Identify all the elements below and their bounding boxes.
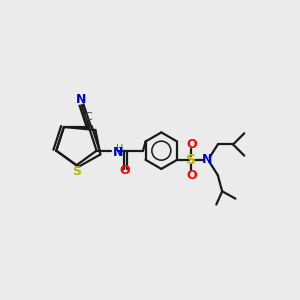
Text: O: O — [120, 164, 130, 177]
Text: H: H — [116, 144, 124, 154]
Text: S: S — [186, 153, 196, 167]
Text: S: S — [73, 165, 82, 178]
Text: N: N — [201, 153, 212, 166]
Text: C: C — [84, 112, 92, 122]
Text: N: N — [76, 93, 86, 106]
Text: O: O — [186, 169, 196, 182]
Text: O: O — [186, 138, 196, 151]
Text: N: N — [113, 146, 123, 159]
